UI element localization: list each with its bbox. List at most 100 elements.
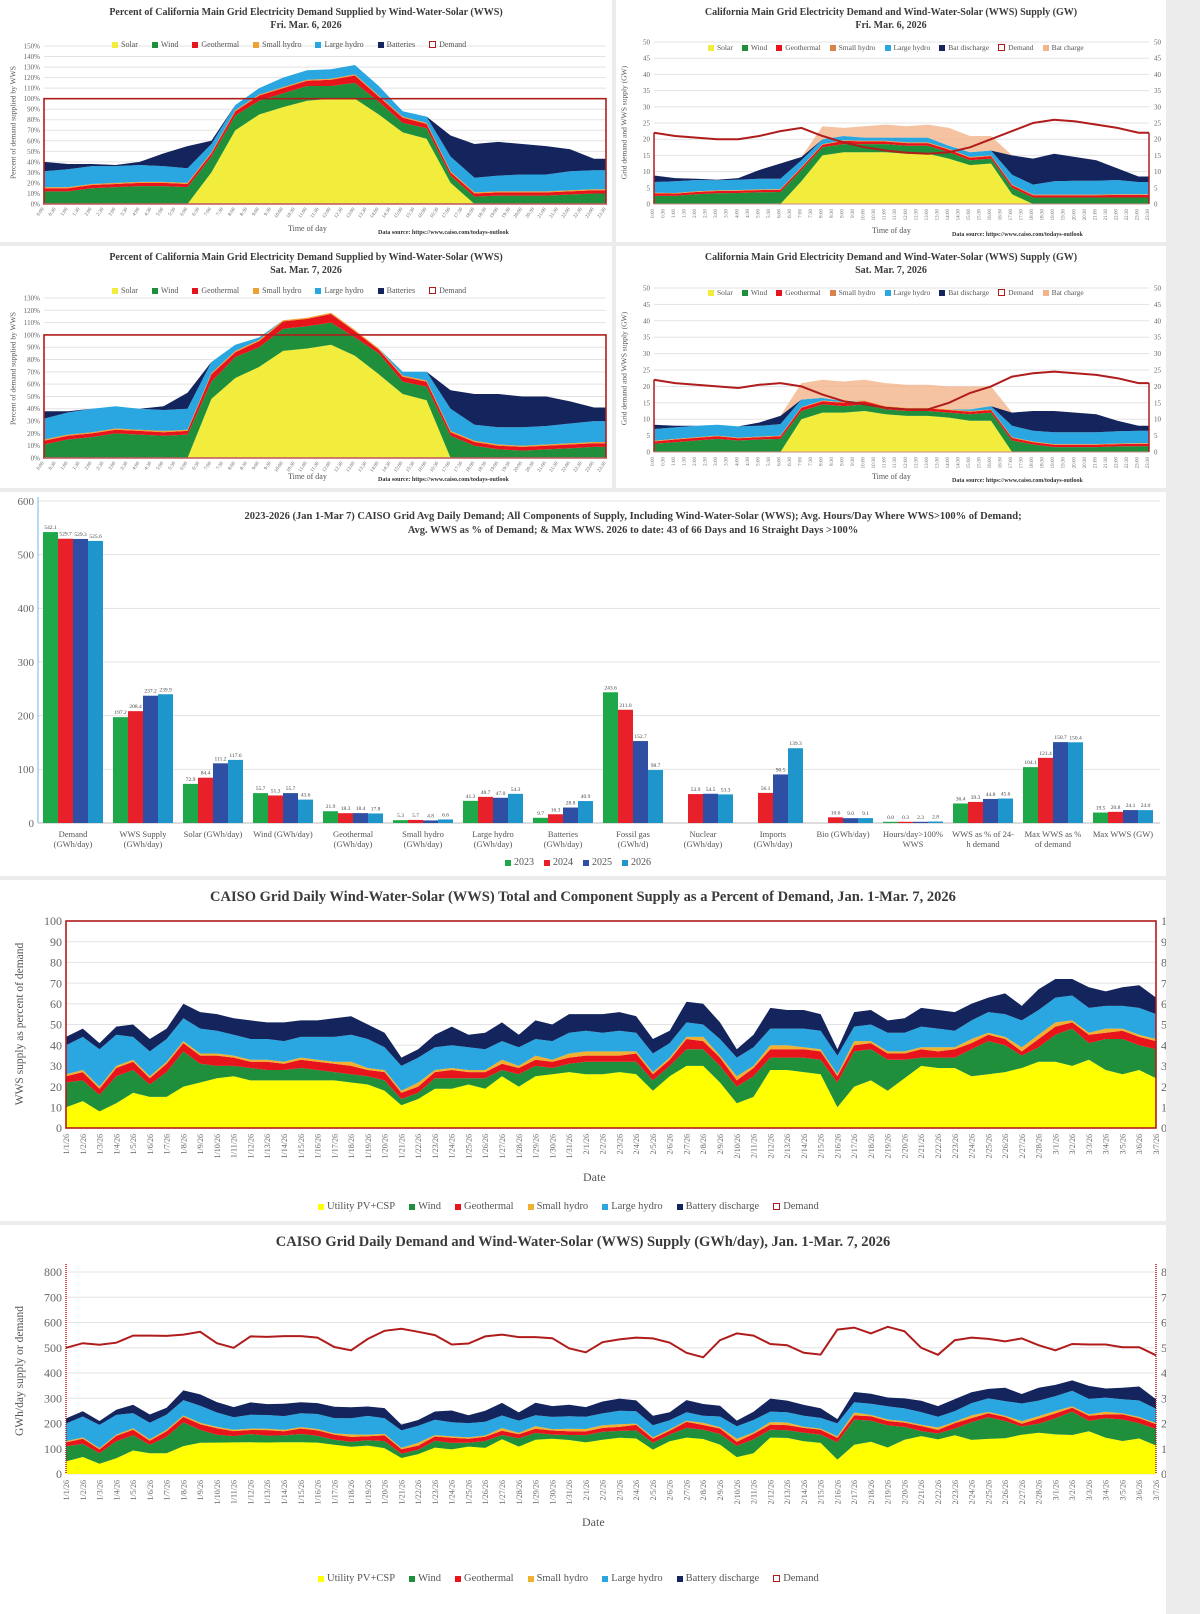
legend-label: Geothermal [464,1573,514,1584]
category-label: Fossil gas [616,829,650,839]
x-tick-label: 3/4/26 [1102,1134,1111,1154]
x-tick-label: 2/21/26 [917,1480,926,1504]
y-tick-label: 90% [27,344,40,352]
data-label: 90.5 [776,767,786,773]
legend-swatch [409,1203,416,1210]
x-tick-label: 3/3/26 [1085,1480,1094,1500]
area-wind [66,1028,1156,1112]
y-tick-label: 400 [18,603,35,615]
x-tick-label: 16:00 [988,209,993,221]
legend-label: Bat charge [1051,43,1084,52]
x-tick-label: 13:00 [346,207,357,220]
data-label: 55.7 [286,786,296,792]
x-tick-label: 3/5/26 [1118,1480,1127,1500]
bar-2023 [953,803,968,823]
category-label: Wind (GWh/day) [253,829,313,839]
data-label: 17.8 [371,806,381,812]
y-tick-label: 800 [44,1265,62,1279]
x-tick-label: 1/30/26 [548,1134,557,1158]
x-tick-label: 8:30 [240,461,249,472]
data-label: 104.1 [1024,760,1037,766]
x-tick-label: 2/4/26 [632,1134,641,1154]
x-tick-label: 2/11/26 [750,1480,759,1504]
x-tick-label: 10:30 [286,207,297,220]
x-tick-label: 21:00 [537,461,548,474]
area-large-hydro [654,136,1149,195]
y-tick-label: 100 [18,764,35,776]
y-tick-label: 70% [27,127,40,135]
x-tick-label: 4:30 [746,457,751,466]
x-tick-label: 1/22/26 [414,1480,423,1504]
x-tick-label: 13:00 [925,209,930,221]
x-tick-label: 9:30 [264,207,273,218]
area-solar [44,344,606,458]
x-tick-label: 1:30 [683,209,688,218]
y-tick-label-right: 400 [1161,1366,1166,1380]
area-large-hydro [44,65,606,193]
legend-label: 2026 [631,857,651,868]
subtitle-line: Sat. Mar. 7, 2026 [270,265,342,276]
y-tick-label: 50 [50,1018,62,1032]
y-tick-label-right: 60 [1161,997,1166,1011]
category-label: of demand [1035,839,1072,849]
x-tick-label: 14:00 [370,207,381,220]
x-tick-label: 2/18/26 [867,1134,876,1158]
x-tick-label: 8:00 [820,457,825,466]
x-tick-label: 13:30 [358,207,369,220]
y-tick-label: 60 [50,997,62,1011]
x-tick-label: 7:30 [809,209,814,218]
x-tick-label: 2/4/26 [632,1480,641,1500]
category-label: (GWh/day) [404,839,443,849]
data-label: 54.3 [511,787,521,793]
x-tick-label: 2/25/26 [984,1134,993,1158]
y-tick-label: 90 [50,935,62,949]
legend-item-small-hydro: Small hydro [253,286,301,295]
x-tick-label: 23:30 [597,207,608,220]
y-tick-label: 30 [50,1059,62,1073]
data-label: 150.4 [1069,735,1082,741]
x-tick-label: 2/23/26 [951,1480,960,1504]
y-tick-label: 30% [27,418,40,426]
x-tick-label: 2/13/26 [783,1134,792,1158]
x-tick-label: 2:30 [704,209,709,218]
legend-item-solar: Solar [708,288,733,297]
legend-label: Large hydro [893,288,931,297]
y-tick-label: 300 [18,657,35,669]
data-label: 5.7 [412,813,419,819]
data-label: 5.3 [397,813,404,819]
legend-swatch [377,41,384,48]
bar-2026 [578,801,593,823]
y-tick-label: 80 [50,956,62,970]
x-tick-label: 8:30 [830,457,835,466]
x-tick-label: 4:00 [735,457,740,466]
x-tick-label: 1/15/26 [297,1480,306,1504]
x-tick-label: 1:00 [60,461,69,472]
x-tick-label: 9:30 [851,209,856,218]
x-tick-label: 17:30 [454,207,465,220]
y-tick-label: 700 [44,1290,62,1304]
bar-2026 [158,694,173,823]
title-line: California Main Grid Electricity Demand … [704,252,1078,263]
legend-item-small-hydro: Small hydro [527,1573,588,1584]
y-tick-label: 140% [24,53,41,61]
x-tick-label: 17:00 [1009,209,1014,221]
bar-2025 [283,793,298,823]
x-tick-label: 3:00 [714,209,719,218]
legend-item-geothermal: Geothermal [192,40,239,49]
x-tick-label: 7:00 [798,209,803,218]
legend-label: Bat discharge [948,43,990,52]
bar-2026 [858,818,873,823]
x-tick-label: 1:00 [672,209,677,218]
x-tick-label: 22:00 [561,207,572,220]
x-tick-label: 1/15/26 [297,1134,306,1158]
x-tick-label: 9:00 [841,209,846,218]
legend-label: Wind [750,288,768,297]
category-label: Imports [760,829,786,839]
x-tick-label: 19:30 [501,207,512,220]
legend-swatch [112,41,118,48]
x-tick-label: 2/9/26 [716,1134,725,1154]
x-tick-label: 20:00 [513,207,524,220]
legend-label: 2024 [553,857,573,868]
legend-item-wind: Wind [741,288,768,297]
legend-swatch [544,859,550,866]
